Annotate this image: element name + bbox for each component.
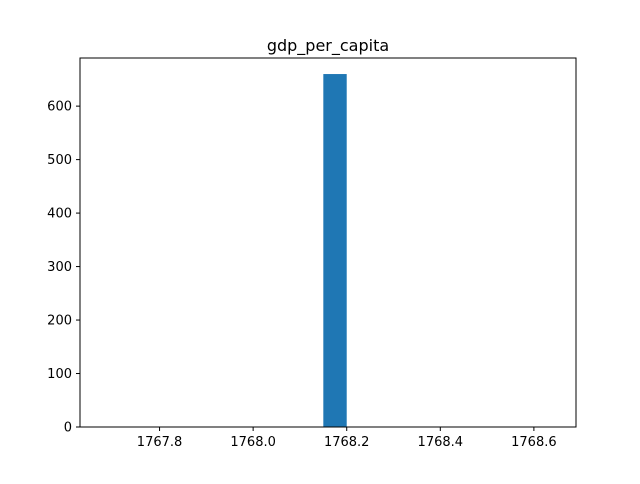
x-tick-label: 1767.8 — [137, 435, 183, 450]
y-tick-label: 100 — [47, 367, 72, 382]
chart-title: gdp_per_capita — [267, 36, 389, 56]
y-tick-label: 200 — [47, 314, 72, 329]
y-tick-label: 0 — [64, 421, 72, 436]
x-tick-label: 1768.4 — [418, 435, 464, 450]
axes-frame — [79, 57, 577, 428]
bar-0 — [323, 74, 347, 427]
y-tick-label: 400 — [47, 207, 72, 222]
x-tick-label: 1768.2 — [324, 435, 370, 450]
plot-layer: 1767.8 1768.0 1768.2 1768.4 1768.6 0 100 200 300… — [47, 57, 577, 450]
y-tick-label: 500 — [47, 153, 72, 168]
y-tick-label: 600 — [47, 100, 72, 115]
x-tick-label: 1768.0 — [230, 435, 276, 450]
x-tick-label: 1768.6 — [511, 435, 557, 450]
y-tick-label: 300 — [47, 260, 72, 275]
